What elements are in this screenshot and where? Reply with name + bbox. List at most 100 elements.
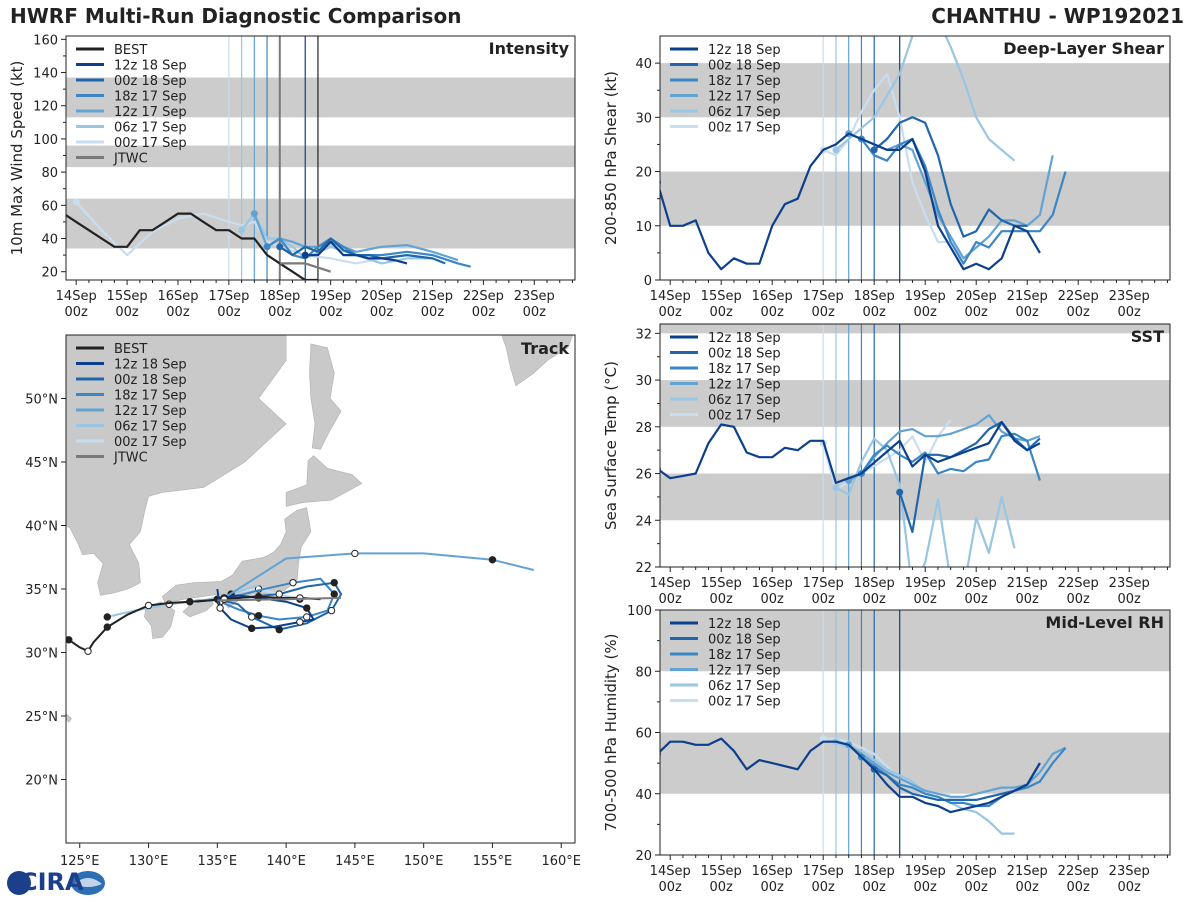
panel-shear: 01020304014Sep00z15Sep00z16Sep00z17Sep00… (602, 35, 1171, 320)
series-start-marker-5 (72, 198, 80, 206)
x-tick-day-4: 18Sep (854, 576, 895, 591)
legend-label-3: 12z 17 Sep (708, 90, 781, 105)
x-tick-day-7: 21Sep (1007, 864, 1048, 879)
track-x-label-7: 160°E (541, 854, 581, 869)
legend-label-2: 00z 18 Sep (114, 74, 187, 89)
forecast-track-1-marker (275, 590, 283, 598)
forecast-track-1-marker (248, 613, 256, 621)
y-axis-label: 10m Max Wind Speed (kt) (8, 61, 26, 256)
legend-label-2: 18z 17 Sep (708, 362, 781, 377)
y-tick-label-0: 22 (635, 561, 652, 576)
series-start-marker-1 (276, 243, 284, 251)
x-tick-hour-7: 00z (1016, 880, 1040, 895)
y-tick-label-3: 30 (635, 111, 652, 126)
series-line-0 (660, 421, 1041, 484)
forecast-track-2-marker (254, 611, 263, 620)
series-start-marker-3 (250, 210, 258, 218)
series-start-marker-4 (832, 146, 840, 154)
shikoku-shape (182, 598, 214, 618)
x-tick-hour-1: 00z (710, 305, 734, 320)
x-tick-hour-4: 00z (268, 305, 292, 320)
x-tick-hour-9: 00z (523, 305, 547, 320)
x-tick-day-2: 16Sep (752, 576, 793, 591)
x-tick-hour-5: 00z (914, 305, 938, 320)
series-start-marker-5 (819, 735, 827, 743)
x-tick-hour-0: 00z (64, 305, 88, 320)
x-tick-day-3: 17Sep (803, 289, 844, 304)
track-x-label-6: 155°E (473, 854, 513, 869)
x-tick-hour-4: 00z (863, 880, 887, 895)
x-tick-day-0: 14Sep (650, 864, 691, 879)
x-tick-day-9: 23Sep (1109, 289, 1150, 304)
cira-logo-icon: CIRA (4, 866, 108, 898)
y-tick-label-0: 20 (635, 849, 652, 864)
logo-swirl-highlight (74, 878, 102, 887)
panel-sst: 22242628303214Sep00z15Sep00z16Sep00z17Se… (602, 323, 1171, 607)
series-line-4 (835, 36, 1016, 162)
x-tick-day-0: 14Sep (650, 576, 691, 591)
y-tick-label-1: 24 (635, 514, 652, 529)
legend-label-4: 06z 17 Sep (708, 393, 781, 408)
track-y-label-0: 20°N (25, 774, 58, 789)
legend-label-2: 18z 17 Sep (708, 74, 781, 89)
best-track (68, 595, 321, 653)
jtwc-line (279, 262, 332, 273)
track-y-label-6: 50°N (25, 393, 58, 408)
x-tick-day-6: 20Sep (361, 289, 402, 304)
x-tick-day-1: 15Sep (701, 576, 742, 591)
y-tick-label-4: 100 (33, 133, 58, 148)
x-tick-hour-5: 00z (319, 305, 343, 320)
forecast-track-1-marker (330, 578, 338, 587)
series-line-1 (279, 237, 446, 265)
series-start-marker-4 (238, 226, 246, 234)
legend-label-0: 12z 18 Sep (708, 331, 781, 346)
x-tick-hour-0: 00z (659, 880, 683, 895)
track-y-label-1: 25°N (25, 710, 58, 725)
y-tick-label-2: 20 (635, 166, 652, 181)
logo-globe-shape (7, 871, 31, 895)
track-y-label-4: 40°N (25, 520, 58, 535)
threshold-band-1 (660, 380, 1170, 427)
x-tick-hour-0: 00z (659, 305, 683, 320)
x-tick-day-1: 15Sep (701, 289, 742, 304)
jtwc-track (217, 596, 342, 602)
track-legend-label-6: 00z 17 Sep (114, 435, 187, 450)
series-line-2 (266, 237, 471, 268)
x-tick-hour-4: 00z (863, 305, 887, 320)
y-tick-label-0: 0 (644, 274, 652, 289)
x-tick-day-3: 17Sep (803, 576, 844, 591)
best-track-marker (103, 623, 111, 631)
series-start-marker-1 (896, 488, 904, 496)
legend-label-5: 06z 17 Sep (114, 121, 187, 136)
x-tick-day-1: 15Sep (107, 289, 148, 304)
forecast-track-1-marker (275, 625, 283, 634)
x-tick-day-6: 20Sep (956, 576, 997, 591)
x-tick-day-2: 16Sep (752, 864, 793, 879)
y-tick-label-4: 100 (627, 604, 652, 619)
y-tick-label-1: 10 (635, 220, 652, 235)
x-tick-day-5: 19Sep (905, 576, 946, 591)
y-tick-label-5: 120 (33, 100, 58, 115)
x-tick-day-0: 14Sep (56, 289, 97, 304)
threshold-band-2 (660, 324, 1170, 334)
track-legend-label-4: 12z 17 Sep (114, 404, 187, 419)
forecast-track-1-marker (327, 606, 336, 615)
x-tick-hour-6: 00z (370, 305, 394, 320)
series-group (660, 414, 1041, 567)
forecast-track-3-marker (488, 556, 497, 564)
track-x-label-3: 140°E (266, 854, 306, 869)
legend-label-0: 12z 18 Sep (708, 43, 781, 58)
panel-title: SST (1131, 327, 1164, 346)
threshold-band-0 (660, 171, 1170, 226)
best-track-line (66, 212, 318, 280)
series-line-0 (660, 737, 1041, 814)
legend-label-5: 00z 17 Sep (708, 695, 781, 710)
x-tick-hour-1: 00z (710, 880, 734, 895)
x-tick-day-6: 20Sep (956, 864, 997, 879)
track-x-label-1: 130°E (129, 854, 169, 869)
track-legend-label-0: BEST (114, 342, 147, 357)
x-tick-hour-2: 00z (761, 592, 785, 607)
threshold-band-1 (660, 610, 1170, 672)
panel-frame (659, 323, 1171, 568)
